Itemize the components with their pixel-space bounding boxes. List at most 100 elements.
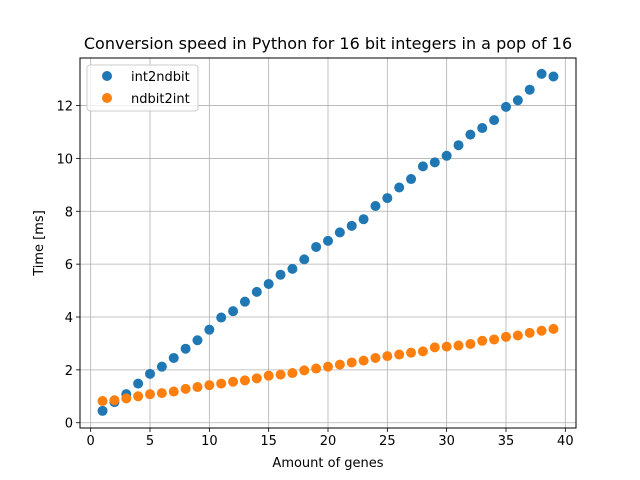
data-point-ndbit2int — [97, 396, 108, 407]
data-point-ndbit2int — [192, 382, 203, 393]
data-point-ndbit2int — [358, 355, 369, 366]
data-point-int2ndbit — [133, 378, 144, 389]
data-point-int2ndbit — [145, 368, 156, 379]
y-tick-label: 10 — [56, 152, 73, 167]
data-point-ndbit2int — [228, 376, 239, 387]
data-point-ndbit2int — [263, 370, 274, 381]
x-tick-label: 40 — [557, 434, 574, 449]
x-tick-label: 5 — [146, 434, 154, 449]
data-point-ndbit2int — [180, 383, 191, 394]
data-point-ndbit2int — [500, 331, 511, 342]
data-point-ndbit2int — [299, 365, 310, 376]
data-point-ndbit2int — [417, 346, 428, 357]
data-point-ndbit2int — [156, 388, 167, 399]
data-point-int2ndbit — [275, 269, 286, 280]
data-point-int2ndbit — [204, 324, 215, 335]
data-point-int2ndbit — [346, 220, 357, 231]
data-point-ndbit2int — [370, 352, 381, 363]
data-point-int2ndbit — [180, 343, 191, 354]
x-tick-label: 10 — [201, 434, 218, 449]
data-point-int2ndbit — [548, 71, 559, 82]
data-point-int2ndbit — [323, 235, 333, 246]
data-point-ndbit2int — [465, 338, 476, 349]
points-layer — [97, 68, 559, 416]
data-point-ndbit2int — [548, 323, 559, 334]
data-point-int2ndbit — [382, 193, 393, 204]
data-point-int2ndbit — [477, 123, 488, 134]
x-axis-label: Amount of genes — [272, 456, 383, 471]
data-point-int2ndbit — [216, 312, 227, 323]
data-point-int2ndbit — [311, 241, 322, 252]
data-point-int2ndbit — [299, 254, 310, 265]
data-point-ndbit2int — [311, 363, 322, 374]
y-tick-label: 2 — [65, 364, 73, 379]
data-point-int2ndbit — [228, 306, 239, 317]
y-tick-label: 12 — [56, 100, 73, 115]
data-point-ndbit2int — [239, 375, 250, 386]
data-point-int2ndbit — [334, 227, 345, 238]
data-point-ndbit2int — [287, 368, 298, 379]
data-point-ndbit2int — [536, 325, 547, 336]
data-point-int2ndbit — [394, 182, 405, 193]
data-point-int2ndbit — [453, 140, 464, 151]
data-point-int2ndbit — [370, 201, 381, 211]
data-point-ndbit2int — [334, 359, 345, 370]
data-point-int2ndbit — [239, 296, 250, 307]
data-point-int2ndbit — [500, 101, 511, 112]
y-tick-label: 8 — [65, 205, 73, 220]
y-axis-label: Time [ms] — [32, 210, 47, 277]
data-point-int2ndbit — [536, 68, 547, 79]
data-point-int2ndbit — [97, 405, 108, 416]
data-point-int2ndbit — [192, 335, 203, 346]
x-tick-label: 15 — [260, 434, 277, 449]
data-point-int2ndbit — [287, 263, 298, 274]
y-tick-label: 6 — [65, 258, 73, 273]
data-point-ndbit2int — [346, 357, 357, 368]
legend-label-int2ndbit: int2ndbit — [131, 70, 190, 85]
data-point-int2ndbit — [512, 95, 523, 106]
data-point-ndbit2int — [216, 378, 227, 389]
legend: int2ndbit ndbit2int — [86, 64, 199, 112]
data-point-ndbit2int — [323, 361, 333, 372]
data-point-int2ndbit — [465, 129, 476, 140]
data-point-int2ndbit — [156, 361, 167, 372]
data-point-int2ndbit — [417, 161, 428, 172]
data-point-int2ndbit — [441, 150, 452, 161]
x-tick-label: 20 — [320, 434, 337, 449]
data-point-ndbit2int — [121, 393, 132, 404]
ticks-layer: 0 5 10 15 20 25 30 35 40 0 2 4 6 8 10 12 — [56, 100, 573, 449]
data-point-ndbit2int — [133, 391, 144, 402]
data-point-int2ndbit — [263, 278, 274, 289]
legend-label-ndbit2int: ndbit2int — [131, 92, 190, 107]
y-tick-label: 4 — [65, 311, 73, 326]
data-point-ndbit2int — [441, 341, 452, 352]
y-tick-label: 0 — [65, 417, 73, 432]
x-tick-label: 35 — [498, 434, 515, 449]
data-point-ndbit2int — [109, 395, 120, 406]
legend-marker-ndbit2int — [102, 93, 112, 103]
data-point-ndbit2int — [429, 342, 440, 353]
data-point-ndbit2int — [512, 330, 523, 341]
data-point-ndbit2int — [275, 369, 286, 380]
data-point-int2ndbit — [524, 84, 535, 95]
data-point-ndbit2int — [453, 340, 464, 351]
data-point-ndbit2int — [382, 351, 393, 362]
data-point-int2ndbit — [168, 352, 179, 363]
data-point-ndbit2int — [204, 380, 215, 391]
x-tick-label: 30 — [438, 434, 455, 449]
data-point-int2ndbit — [251, 286, 262, 297]
data-point-int2ndbit — [429, 157, 440, 168]
data-point-int2ndbit — [406, 174, 417, 185]
x-tick-label: 25 — [379, 434, 396, 449]
data-point-ndbit2int — [251, 373, 262, 384]
legend-marker-int2ndbit — [102, 71, 112, 81]
chart-title: Conversion speed in Python for 16 bit in… — [84, 34, 572, 53]
data-point-ndbit2int — [394, 349, 405, 360]
data-point-ndbit2int — [406, 347, 417, 358]
data-point-ndbit2int — [145, 389, 156, 400]
data-point-ndbit2int — [477, 335, 488, 346]
legend-box — [86, 64, 199, 112]
data-point-ndbit2int — [524, 327, 535, 338]
data-point-int2ndbit — [489, 115, 500, 126]
